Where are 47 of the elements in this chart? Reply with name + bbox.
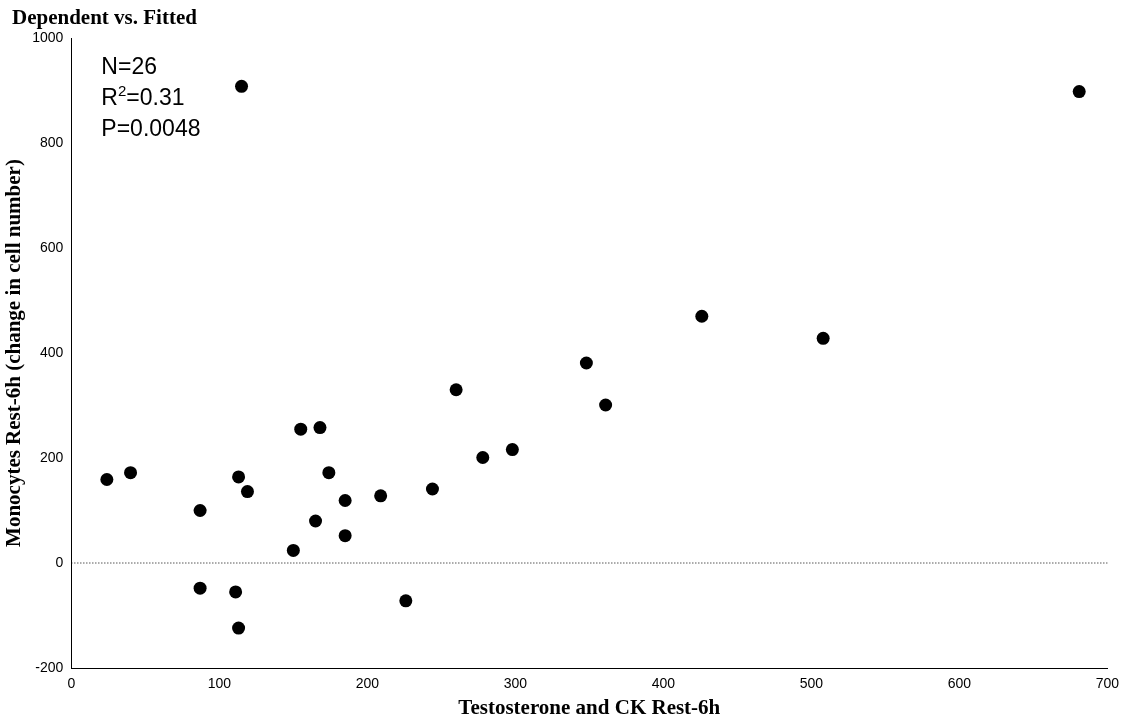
point <box>100 473 114 487</box>
point <box>1072 85 1086 99</box>
point <box>579 356 593 370</box>
y-tick-label: 400 <box>39 343 64 360</box>
point <box>235 79 249 93</box>
y-tick-label: 200 <box>39 448 64 465</box>
y-tick-label: -200 <box>35 658 64 675</box>
point <box>695 309 709 323</box>
point <box>294 422 308 436</box>
x-tick-label: 100 <box>207 675 232 692</box>
x-tick-label: 400 <box>651 675 676 692</box>
point <box>313 421 327 435</box>
x-tick-label: 600 <box>947 675 972 692</box>
y-tick-label: 600 <box>39 238 64 255</box>
x-axis-title: Testosterone and CK Rest-6h <box>458 694 721 719</box>
point <box>232 621 246 635</box>
point <box>425 482 439 496</box>
point <box>338 494 352 508</box>
y-tick-label: 800 <box>39 133 64 150</box>
y-axis-title: Monocytes Rest-6h (change in cell number) <box>1 159 26 547</box>
point <box>338 529 352 543</box>
point <box>309 514 323 528</box>
point <box>240 485 254 499</box>
point <box>599 398 613 412</box>
point <box>505 443 519 457</box>
point <box>193 504 207 517</box>
point <box>322 466 336 480</box>
point <box>476 450 490 464</box>
point <box>816 331 830 345</box>
y-tick-label: 1000 <box>32 28 64 45</box>
x-tick-label: 300 <box>503 675 528 692</box>
chart-title: Dependent vs. Fitted <box>12 5 198 29</box>
point <box>374 489 388 503</box>
point <box>286 543 300 557</box>
point <box>193 581 207 595</box>
annotation: P=0.0048 <box>101 115 201 141</box>
x-tick-label: 500 <box>799 675 824 692</box>
point <box>449 383 463 397</box>
point <box>232 470 246 484</box>
point <box>229 585 243 599</box>
y-tick-label: 0 <box>55 553 64 570</box>
point <box>399 594 413 608</box>
x-tick-label: 700 <box>1095 675 1120 692</box>
annotation: N=26 <box>101 53 157 79</box>
x-tick-label: 200 <box>355 675 380 692</box>
x-tick-label: 0 <box>67 675 76 692</box>
point <box>124 466 138 480</box>
